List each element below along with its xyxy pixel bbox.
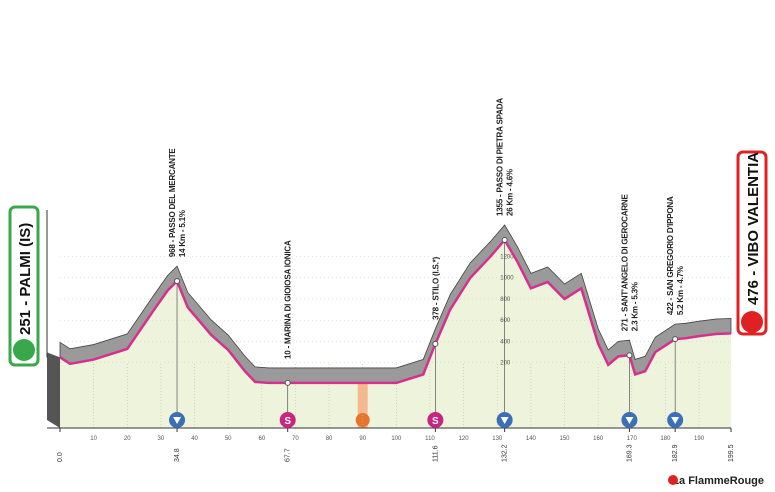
x-tick-label: 40 xyxy=(191,436,198,442)
km-marker-label: 111.6 xyxy=(432,445,439,462)
annotation-icon xyxy=(279,412,296,428)
x-tick-label: 160 xyxy=(593,436,604,442)
footer-brand: La FlammeRouge xyxy=(672,475,764,487)
y-tick-label: 800 xyxy=(500,297,511,303)
x-tick-label: 30 xyxy=(158,436,165,442)
annotation-point xyxy=(432,340,439,347)
gpm-symbol xyxy=(500,417,509,424)
annotation-text: 968 - PASSO DEL MERCANTE xyxy=(168,148,177,258)
annotation-text: 378 - STILO (I.S.*) xyxy=(431,256,440,319)
start-label: 251 - PALMI (IS) xyxy=(17,223,34,335)
km-marker-label: 0.0 xyxy=(57,452,64,462)
x-tick-label: 10 xyxy=(90,436,97,442)
y-tick-label: 1000 xyxy=(500,276,514,282)
x-tick-label: 130 xyxy=(492,436,503,442)
x-tick-label: 90 xyxy=(359,436,366,442)
gpm-symbol xyxy=(173,417,182,424)
x-tick-label: 20 xyxy=(124,436,131,442)
x-tick-label: 110 xyxy=(425,436,435,442)
x-tick-label: 70 xyxy=(292,436,299,442)
finish-icon xyxy=(741,311,763,333)
annotation-point xyxy=(672,336,679,343)
finish-label: 476 - VIBO VALENTIA xyxy=(745,152,762,305)
start-wall xyxy=(47,352,60,428)
annotation-text: 26 Km - 4.6% xyxy=(506,169,515,216)
y-tick-label: 600 xyxy=(500,318,511,324)
x-tick-label: 100 xyxy=(391,436,402,442)
gpm-symbol xyxy=(671,417,680,424)
annotation-text: 2.3 Km - 5.3% xyxy=(630,282,639,331)
x-tick-label: 80 xyxy=(326,436,333,442)
annotation-text: 5.2 Km - 4.7% xyxy=(676,266,685,315)
km-marker-label: 34.8 xyxy=(174,448,181,462)
x-tick-label: 60 xyxy=(258,436,265,442)
y-tick-label: 1200 xyxy=(500,254,514,260)
annotation-text: 14 Km - 5.1% xyxy=(178,210,187,257)
annotation-icon xyxy=(427,412,444,428)
intermediate-icon xyxy=(355,413,370,427)
km-marker-label: 132.2 xyxy=(502,444,509,462)
km-marker-label: 67.7 xyxy=(285,448,292,462)
x-tick-label: 180 xyxy=(660,436,671,442)
annotation-text: 10 - MARINA DI GIOIOSA IONICA xyxy=(284,240,293,359)
km-marker-label: 199.5 xyxy=(728,444,735,462)
annotation-text: 422 - SAN GREGORIO D'IPPONA xyxy=(666,196,675,315)
km-marker-label: 169.3 xyxy=(626,444,633,462)
x-tick-label: 140 xyxy=(526,436,537,442)
annotation-point xyxy=(501,236,508,243)
start-box xyxy=(8,205,40,367)
profile-fill xyxy=(60,239,731,428)
start-icon xyxy=(13,339,35,361)
x-tick-label: 50 xyxy=(225,436,232,442)
road-line xyxy=(59,237,732,385)
annotation-text: 1355 - PASSO DI PIETRA SPADA xyxy=(496,98,505,216)
profile-layer: 10 20 30 40 50 60 70 80 90 100 110 120 130 140 150 160 1… xyxy=(46,98,735,462)
annotation-point xyxy=(284,379,291,386)
x-tick-label: 170 xyxy=(627,436,638,442)
annotation-point xyxy=(174,278,181,285)
y-tick-label: 400 xyxy=(500,339,511,345)
icon-label: S xyxy=(284,416,291,427)
y-tick-label: 200 xyxy=(500,361,511,367)
annotation-text: 271 - SANT'ANGELO DI GEROCARNE xyxy=(620,194,629,332)
annotation-point xyxy=(626,352,633,359)
icon-label: S xyxy=(432,416,439,427)
gpm-symbol xyxy=(625,417,634,424)
finish-box xyxy=(736,150,768,336)
x-tick-label: 190 xyxy=(694,436,705,442)
x-tick-label: 150 xyxy=(560,436,571,442)
x-tick-label: 120 xyxy=(459,436,470,442)
footer-logo xyxy=(668,475,678,485)
km-marker-label: 182.9 xyxy=(672,444,679,462)
